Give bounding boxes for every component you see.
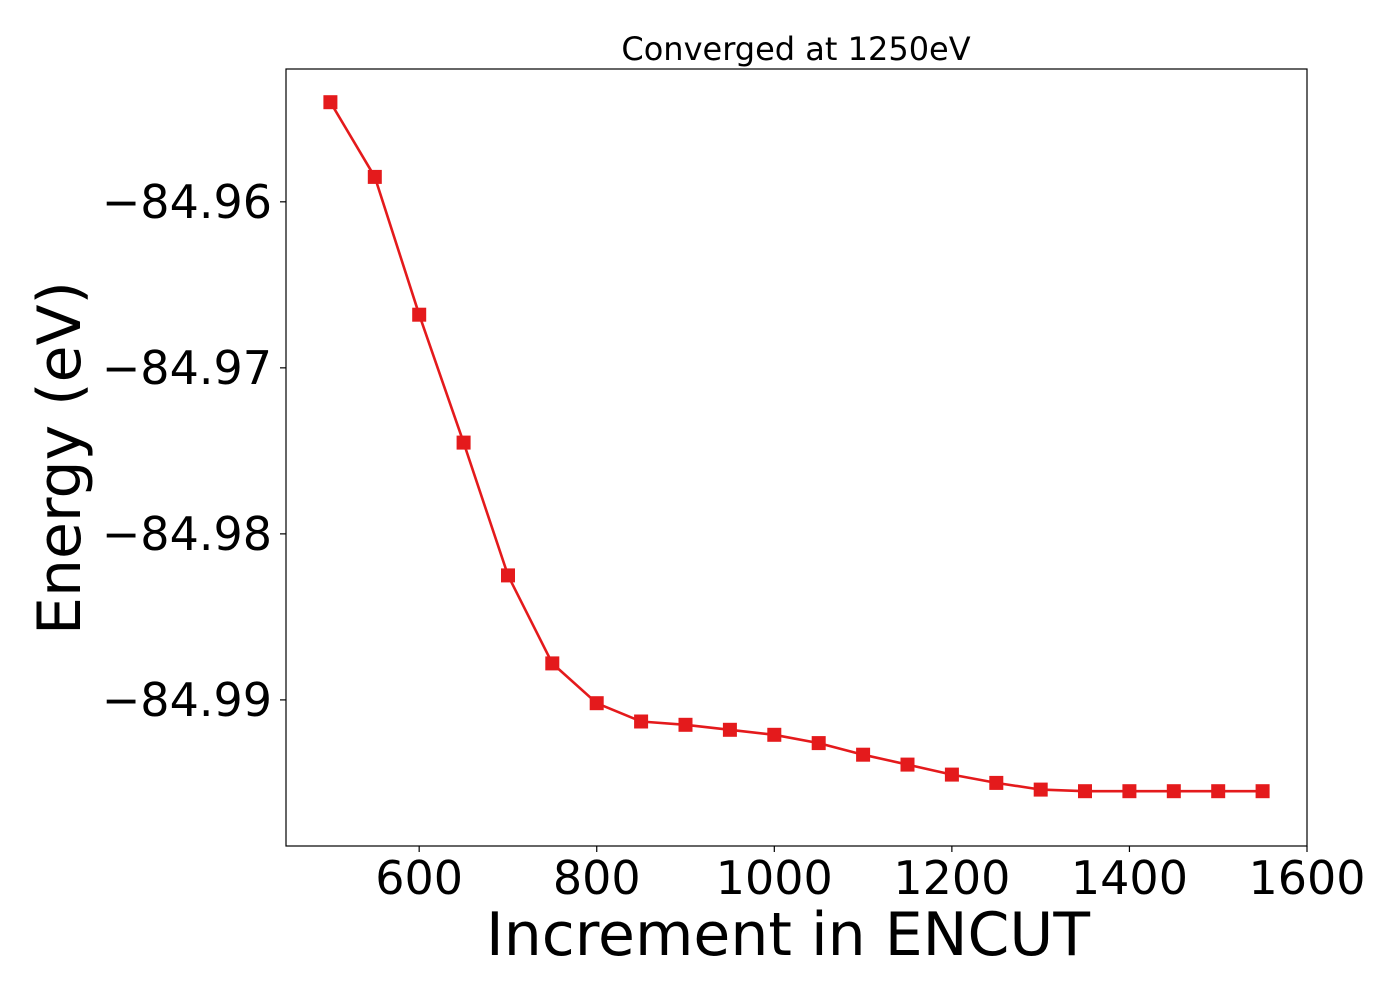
data-point — [412, 307, 427, 322]
data-point — [501, 568, 515, 583]
data-point — [367, 169, 382, 184]
x-tick-label: 1400 — [1071, 851, 1188, 905]
y-tick-label: −84.96 — [102, 175, 272, 229]
x-axis-ticks: 600 800 1000 1200 1400 1600 — [375, 846, 1366, 905]
x-tick-label: 800 — [553, 851, 641, 905]
plot-area — [285, 68, 1308, 847]
y-tick-label: −84.98 — [102, 507, 272, 561]
data-point — [722, 722, 737, 737]
data-point — [323, 95, 338, 110]
data-point — [989, 775, 1004, 790]
x-tick-label: 1000 — [716, 851, 833, 905]
plot-frame — [285, 68, 1308, 847]
y-axis-label: Energy (eV) — [25, 281, 95, 635]
chart-title: Converged at 1250eV — [621, 30, 970, 68]
data-point — [634, 714, 649, 729]
data-point — [545, 656, 560, 671]
data-point — [811, 736, 826, 751]
data-point — [1255, 784, 1270, 799]
data-point — [900, 757, 915, 772]
y-axis-ticks: −84.96 −84.97 −84.98 −84.99 — [102, 175, 286, 727]
y-tick-label: −84.99 — [102, 673, 272, 727]
x-axis-label: Increment in ENCUT — [486, 900, 1090, 970]
x-tick-label: 600 — [375, 851, 463, 905]
data-point — [856, 747, 871, 762]
x-tick-label: 1600 — [1248, 851, 1365, 905]
x-tick-label: 1200 — [893, 851, 1010, 905]
data-point — [1122, 784, 1137, 799]
data-point — [678, 717, 693, 732]
series-line — [329, 101, 1263, 793]
data-point — [1211, 784, 1226, 799]
data-point — [767, 727, 782, 742]
data-point — [1166, 784, 1181, 799]
data-point — [1078, 784, 1092, 799]
y-tick-label: −84.97 — [102, 341, 272, 395]
data-point — [589, 696, 604, 711]
data-point — [456, 435, 471, 450]
data-point — [944, 767, 959, 782]
data-point — [1033, 782, 1048, 797]
